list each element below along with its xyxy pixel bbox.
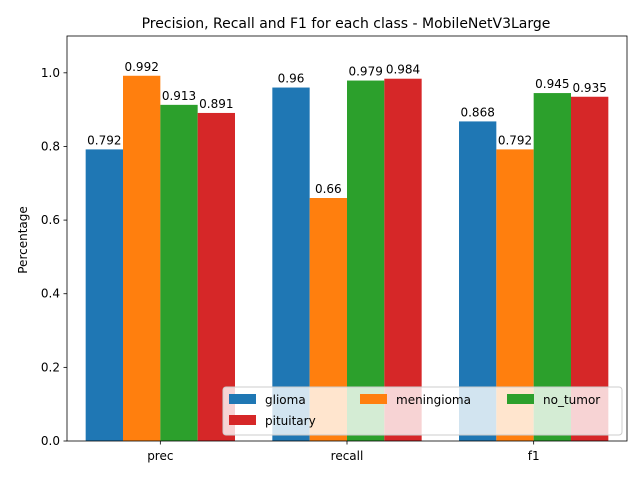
bar-value-label: 0.979 (348, 65, 382, 79)
y-tick-label: 0.0 (41, 434, 60, 448)
bar-value-labels: 0.792 0.96 0.868 0.992 0.66 0.792 0.913 0.979 0.… (87, 60, 607, 196)
legend: glioma meningioma no_tumor pituitary (222, 386, 623, 436)
x-tick-label-recall: recall (331, 449, 364, 463)
bar-glioma-recall (272, 87, 310, 441)
legend-swatch-glioma (229, 394, 256, 404)
bar-value-label: 0.868 (460, 105, 494, 119)
x-tick-label-prec: prec (147, 449, 173, 463)
legend-swatch-pituitary (229, 415, 256, 425)
bar-no_tumor-f1 (533, 93, 571, 442)
bar-value-label: 0.992 (124, 60, 158, 74)
legend-label-meningioma: meningioma (396, 393, 471, 407)
legend-label-glioma: glioma (265, 393, 306, 407)
axes: 0.0 0.2 0.4 0.6 0.8 1.0 prec recall f1 (41, 35, 628, 463)
y-tick-label: 0.6 (41, 213, 60, 227)
bar-value-label: 0.792 (498, 133, 532, 147)
y-tick-label: 0.8 (41, 139, 60, 153)
bar-value-label: 0.935 (572, 81, 606, 95)
y-tick-label: 0.2 (41, 360, 60, 374)
plot-frame (66, 35, 628, 442)
bar-value-label: 0.96 (278, 72, 305, 86)
bar-value-label: 0.945 (535, 77, 569, 91)
bar-no_tumor-recall (347, 80, 385, 442)
bar-no_tumor-prec (160, 104, 198, 441)
y-tick-label: 0.4 (41, 287, 60, 301)
legend-swatch-meningioma (360, 394, 387, 404)
legend-label-no_tumor: no_tumor (543, 393, 600, 407)
x-tick-label-f1: f1 (528, 449, 540, 463)
bars-layer (85, 75, 609, 442)
y-axis-label: Percentage (16, 206, 30, 274)
y-tick-label: 1.0 (41, 66, 60, 80)
legend-label-pituitary: pituitary (265, 414, 316, 428)
bar-value-label: 0.891 (199, 97, 233, 111)
bar-value-label: 0.984 (386, 63, 420, 77)
bar-value-label: 0.913 (162, 89, 196, 103)
bar-value-label: 0.792 (87, 133, 121, 147)
bar-meningioma-prec (123, 75, 161, 441)
bar-value-label: 0.66 (315, 182, 342, 196)
bar-pituitary-recall (384, 78, 422, 441)
bar-pituitary-prec (197, 112, 235, 441)
bar-glioma-prec (85, 149, 123, 441)
bar-pituitary-f1 (571, 96, 609, 441)
legend-swatch-no_tumor (507, 394, 534, 404)
chart-title: Precision, Recall and F1 for each class … (142, 16, 551, 32)
